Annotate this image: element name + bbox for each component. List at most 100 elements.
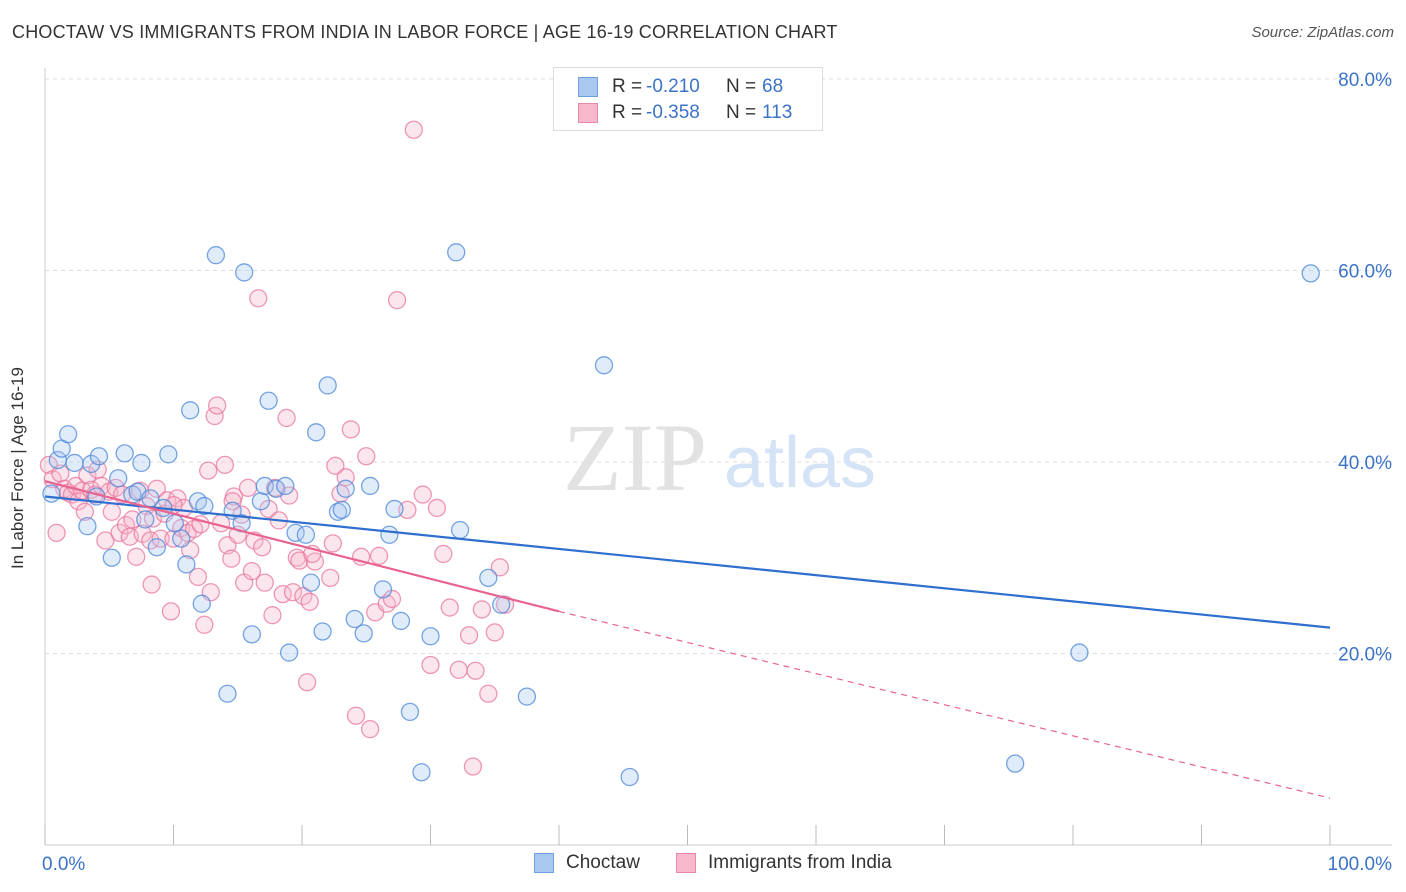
watermark-atlas: atlas [724,423,876,503]
data-point [354,624,373,643]
data-point [78,517,97,536]
chart-title: CHOCTAW VS IMMIGRANTS FROM INDIA IN LABO… [12,22,838,42]
data-point [485,623,504,642]
data-point [206,246,226,265]
data-point [102,548,121,567]
legend-label-india: Immigrants from India [708,852,892,873]
data-point [132,453,151,473]
data-point [115,444,134,463]
data-point [345,609,364,629]
data-point [479,684,498,703]
data-point [109,469,128,488]
data-point [440,598,459,617]
data-point [380,525,399,544]
data-point [318,376,337,395]
data-point [75,502,94,521]
data-point [222,549,241,568]
data-point [321,568,340,588]
y-tick-label: 20.0% [1338,645,1392,666]
n-value: 68 [762,76,784,97]
y-tick-label: 40.0% [1338,453,1392,474]
legend-swatch-choctaw [534,853,554,873]
data-point [404,120,423,139]
x-tick-label: 0.0% [42,854,85,875]
data-point [412,763,431,782]
data-point [279,643,299,662]
data-point [242,625,262,644]
data-point [385,499,404,519]
source-text[interactable]: Source: ZipAtlas.com [1251,24,1394,41]
data-point [199,461,218,480]
data-point [89,447,109,466]
data-point [400,702,420,722]
data-point [276,476,295,496]
data-point [301,573,321,592]
trendline-india-extension [558,610,1331,799]
data-point [188,567,208,587]
data-point [223,492,242,511]
legend-item-choctaw[interactable]: Choctaw [534,852,640,874]
data-point [421,655,440,675]
data-point [96,531,115,550]
watermark: ZIP atlas [563,404,876,511]
data-point [263,606,282,625]
data-point [421,627,440,646]
data-point [259,391,278,410]
data-point [195,615,214,634]
data-point [142,575,161,594]
data-point [165,514,184,533]
data-point [1301,264,1320,283]
data-point [195,496,214,516]
legend-item-india[interactable]: Immigrants from India [676,852,892,874]
data-point [82,454,101,474]
r-label: R = [612,102,643,123]
data-point [326,456,345,475]
data-point [360,719,380,739]
data-point [306,423,326,442]
data-point [449,660,468,679]
data-point [387,291,407,310]
data-point [47,523,66,543]
data-point [447,243,466,262]
data-point [259,499,278,519]
series-india [39,120,515,776]
r-label: R = [612,76,643,97]
y-tick-label: 60.0% [1338,262,1392,283]
data-point [78,466,97,485]
correlation-legend: R = -0.210 N = 68 R = -0.358 N = 113 [553,67,823,131]
data-point [459,626,479,645]
data-point [360,476,380,496]
data-point [373,580,393,599]
n-label: N = [726,102,757,123]
trendline-india [44,480,560,613]
data-point [136,510,155,529]
legend-row-india: R = -0.358 N = 113 [578,100,792,126]
data-point [251,492,271,511]
data-point [391,611,411,631]
data-point [255,573,274,592]
x-tick-label: 100.0% [1328,854,1393,875]
data-point [495,595,515,614]
r-value: -0.358 [646,102,700,123]
data-point [296,525,316,544]
legend-row-choctaw: R = -0.210 N = 68 [578,74,783,100]
data-point [1006,754,1025,773]
data-point [58,425,78,444]
data-point [283,583,303,602]
data-point [277,408,296,428]
data-point [208,396,227,415]
data-point [123,510,142,529]
data-point [341,420,360,439]
n-label: N = [726,76,757,97]
legend-label-choctaw: Choctaw [566,852,640,873]
data-point [1070,643,1089,662]
data-point [51,464,70,483]
data-point [253,538,272,557]
r-value: -0.210 [646,76,700,97]
data-point [313,622,332,641]
data-point [369,546,389,565]
data-point [161,602,181,621]
data-point [472,600,492,619]
data-point [249,289,268,308]
data-point [147,538,166,557]
